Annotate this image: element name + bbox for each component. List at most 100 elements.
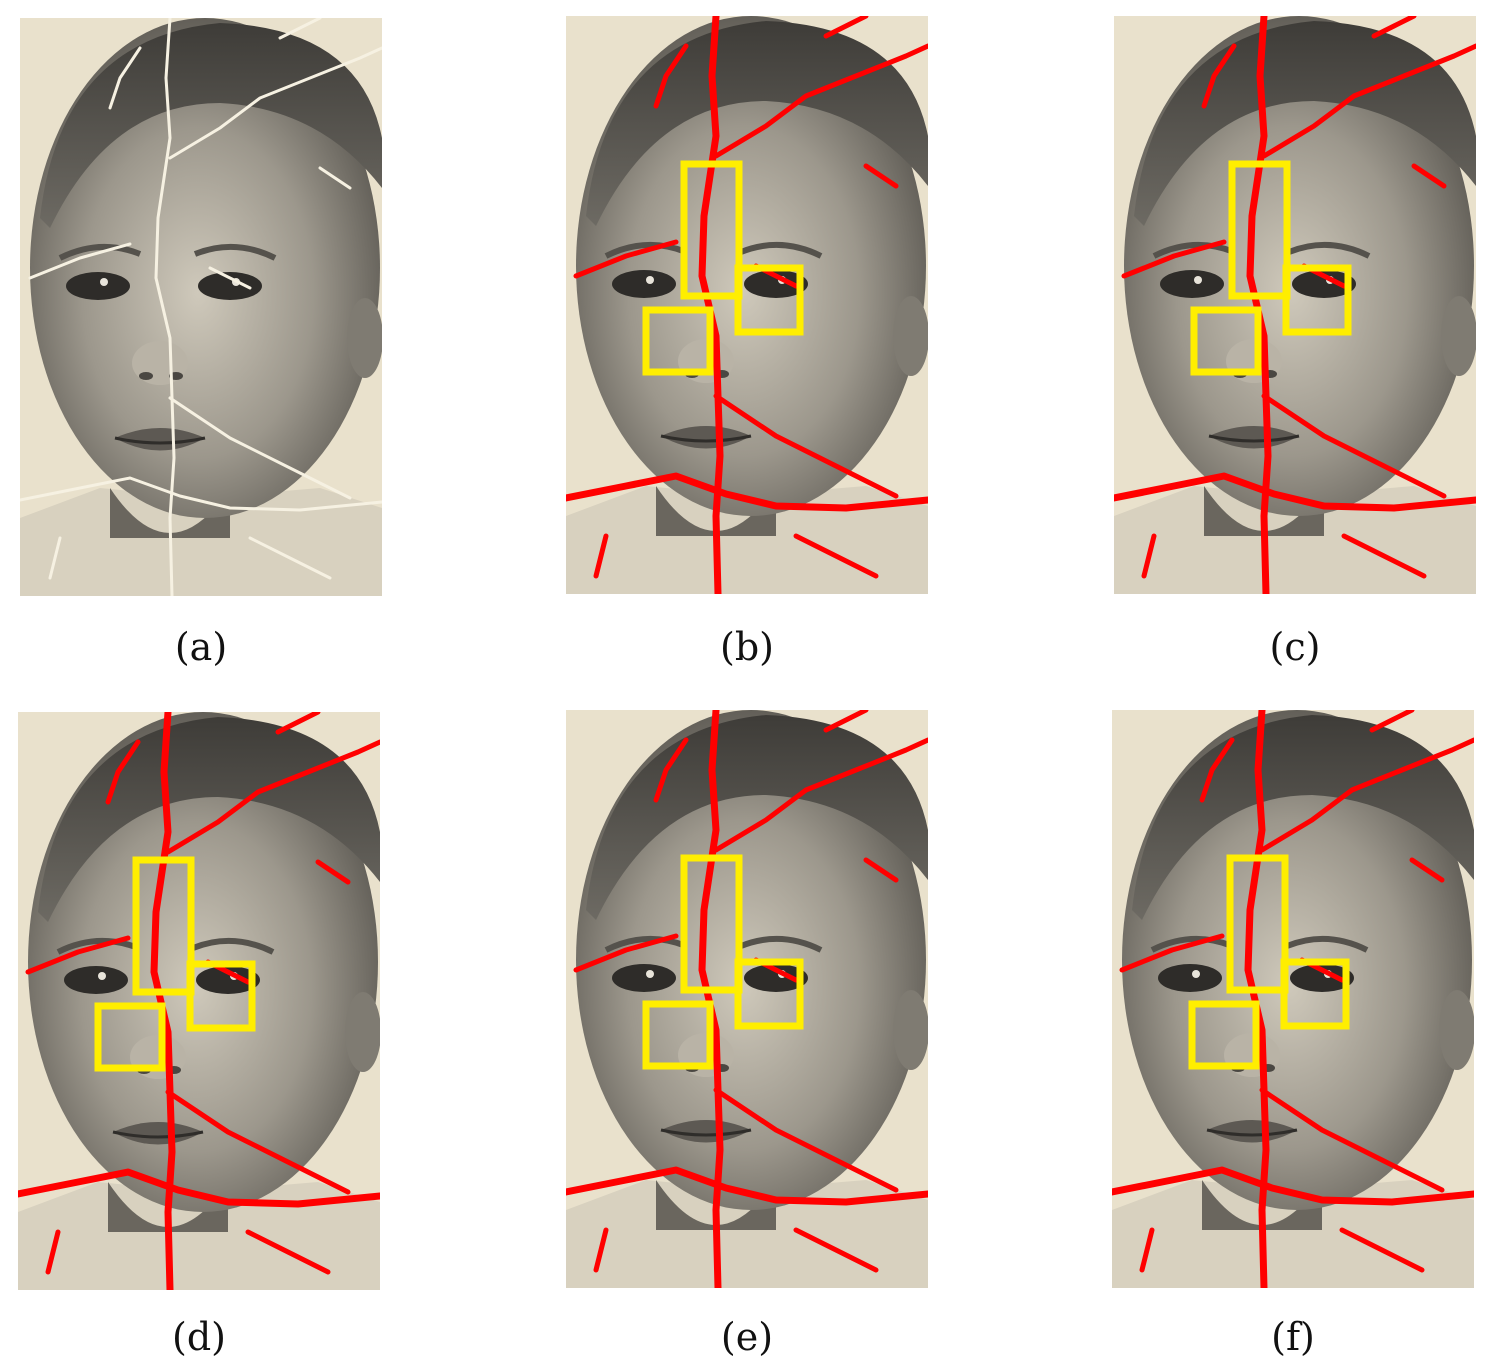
crack-path bbox=[168, 396, 352, 500]
lip-line bbox=[660, 1128, 752, 1137]
crack-path bbox=[1371, 16, 1417, 39]
highlight-boxes bbox=[1188, 854, 1350, 1070]
mouth bbox=[1209, 426, 1299, 449]
crack-path bbox=[18, 1168, 380, 1208]
highlight-box-right bbox=[1282, 264, 1352, 336]
photo-crack-detection-f bbox=[1112, 710, 1474, 1288]
crack-path bbox=[1199, 737, 1235, 803]
crack-mask-overlay bbox=[1112, 710, 1474, 1288]
left-eye-highlight bbox=[646, 970, 654, 978]
crack-path bbox=[245, 1229, 331, 1275]
photo-crack-detection-e bbox=[566, 710, 928, 1288]
highlight-box-left bbox=[642, 1000, 714, 1070]
crack-path bbox=[653, 43, 689, 109]
crack-path bbox=[248, 536, 332, 580]
crack-path bbox=[168, 46, 382, 160]
crack-path bbox=[713, 43, 928, 159]
panel-a bbox=[20, 18, 382, 596]
highlight-box-right bbox=[186, 960, 256, 1032]
crack-path bbox=[1261, 393, 1447, 499]
left-eye-highlight bbox=[98, 972, 106, 980]
photo-crack-detection-d bbox=[18, 712, 380, 1290]
crack-path bbox=[208, 266, 252, 290]
caption-f: (f) bbox=[1271, 1315, 1315, 1359]
panel-b bbox=[566, 16, 928, 594]
crack-path bbox=[823, 710, 869, 733]
highlight-boxes bbox=[642, 854, 804, 1070]
crack-path bbox=[1341, 533, 1427, 579]
highlight-box-left bbox=[1188, 1000, 1260, 1070]
right-eye bbox=[198, 272, 262, 300]
panel-c bbox=[1114, 16, 1476, 594]
left-eye-highlight bbox=[1194, 276, 1202, 284]
caption-a: (a) bbox=[174, 625, 228, 669]
crack-path bbox=[318, 166, 352, 190]
right-eye bbox=[1292, 270, 1356, 298]
highlight-box-left bbox=[1190, 306, 1262, 376]
crack-path bbox=[793, 1227, 879, 1273]
right-eye bbox=[196, 966, 260, 994]
ear-shape bbox=[347, 298, 382, 378]
panel-d bbox=[18, 712, 380, 1290]
ear-shape bbox=[893, 296, 928, 376]
crack-path bbox=[566, 472, 928, 512]
crack-path bbox=[1114, 472, 1476, 512]
crack-path bbox=[1409, 857, 1445, 883]
panel-e bbox=[566, 710, 928, 1288]
nostril-left bbox=[139, 372, 153, 380]
lip-line bbox=[114, 436, 206, 445]
crack-path bbox=[1246, 16, 1272, 594]
right-brow bbox=[739, 935, 823, 953]
mouth bbox=[113, 1122, 203, 1145]
left-eye-highlight bbox=[1192, 970, 1200, 978]
highlight-box-tall bbox=[1228, 160, 1291, 300]
crack-path bbox=[1369, 710, 1415, 733]
crack-path bbox=[1121, 239, 1227, 279]
crack-path bbox=[1112, 1166, 1474, 1206]
neck-shape bbox=[108, 1182, 228, 1232]
left-brow bbox=[56, 937, 140, 955]
ear-shape bbox=[345, 992, 380, 1072]
crack-path bbox=[713, 1087, 899, 1193]
crack-path bbox=[150, 712, 176, 1290]
neck-shape bbox=[1204, 486, 1324, 536]
caption-b: (b) bbox=[720, 625, 774, 669]
lip-line bbox=[1206, 1128, 1298, 1137]
highlight-box-tall bbox=[132, 856, 195, 996]
photo-crack-detection-c bbox=[1114, 16, 1476, 594]
crack-path bbox=[1141, 533, 1157, 579]
crack-mask-overlay bbox=[566, 16, 928, 594]
left-eye bbox=[64, 966, 128, 994]
right-eye bbox=[744, 270, 808, 298]
right-eye bbox=[744, 964, 808, 992]
right-brow bbox=[1285, 935, 1369, 953]
crack-path bbox=[315, 859, 351, 885]
highlight-boxes bbox=[94, 856, 256, 1072]
crack-path bbox=[1201, 43, 1237, 109]
crack-path bbox=[566, 1166, 928, 1206]
photo-crack-detection-b bbox=[566, 16, 928, 594]
left-brow bbox=[604, 241, 688, 259]
ear-shape bbox=[1441, 296, 1476, 376]
crack-path bbox=[698, 710, 724, 1288]
neck-shape bbox=[656, 486, 776, 536]
crack-lines bbox=[20, 18, 382, 596]
highlight-box-right bbox=[734, 958, 804, 1030]
crack-path bbox=[1339, 1227, 1425, 1273]
highlight-boxes bbox=[1190, 160, 1352, 376]
crack-path bbox=[25, 935, 131, 975]
crack-path bbox=[593, 533, 609, 579]
crack-path bbox=[1119, 933, 1225, 973]
highlight-box-left bbox=[94, 1002, 166, 1072]
crack-path bbox=[278, 18, 322, 40]
lip-line bbox=[112, 1130, 204, 1139]
left-eye bbox=[1158, 964, 1222, 992]
lip-line bbox=[1208, 434, 1300, 443]
crack-path bbox=[863, 857, 899, 883]
crack-path bbox=[1259, 737, 1474, 853]
crack-path bbox=[108, 46, 142, 110]
lip-line bbox=[660, 434, 752, 443]
crack-path bbox=[1259, 1087, 1445, 1193]
crack-path bbox=[573, 239, 679, 279]
highlight-box-tall bbox=[680, 160, 743, 300]
